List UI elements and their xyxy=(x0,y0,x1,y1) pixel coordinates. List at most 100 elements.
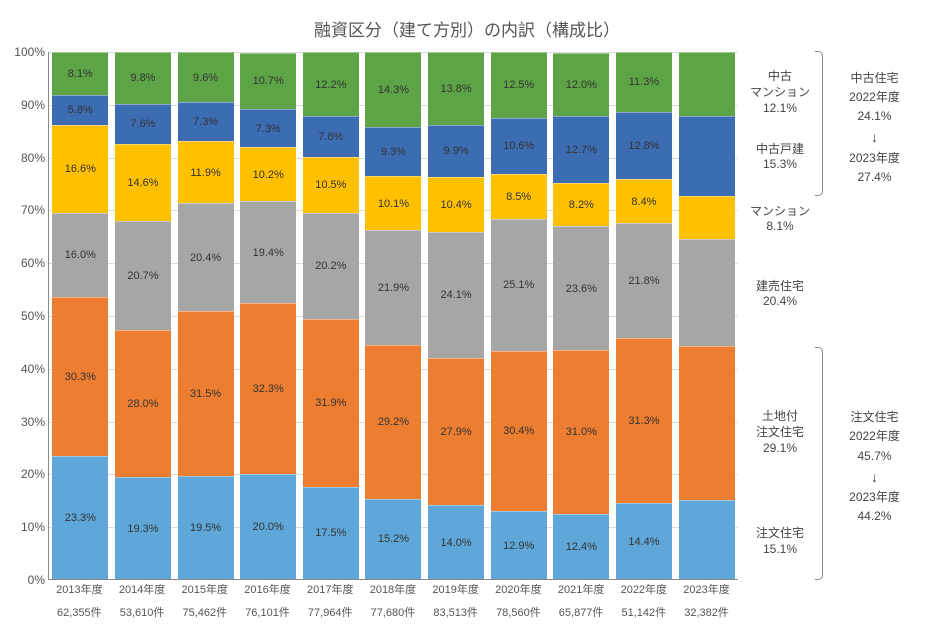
bar-column: 12.9%30.4%25.1%8.5%10.6%12.5% xyxy=(491,52,547,579)
legend-item-chumon: 注文住宅15.1% xyxy=(745,526,815,557)
annot-heading: 注文住宅 xyxy=(822,408,927,427)
bar-segment-chuko_mansion: 9.8% xyxy=(115,52,171,104)
bar-segment-chuko_kodate xyxy=(679,116,735,197)
bar-segment-tateuri: 25.1% xyxy=(491,219,547,351)
bar-column: 19.3%28.0%20.7%14.6%7.6%9.8% xyxy=(115,52,171,579)
bar-segment-tochi_chumon: 31.9% xyxy=(303,319,359,487)
bar-column: 15.2%29.2%21.9%10.1%9.3%14.3% xyxy=(365,52,421,579)
legend-label: 中古戸建 xyxy=(756,142,804,156)
bar-segment-tochi_chumon: 32.3% xyxy=(240,303,296,473)
bar-column: 14.0%27.9%24.1%10.4%9.9%13.8% xyxy=(428,52,484,579)
x-axis-label: 2020年度78,560件 xyxy=(490,582,546,621)
bar-segment-tochi_chumon: 31.5% xyxy=(178,311,234,477)
legend-pct: 12.1% xyxy=(745,101,815,117)
bar-segment-tateuri xyxy=(679,239,735,346)
annot-line: 2023年度 xyxy=(822,149,927,168)
bar-segment-chuko_kodate: 12.7% xyxy=(553,116,609,183)
bar-segment-chumon: 23.3% xyxy=(52,456,108,579)
x-axis-label: 2015年度 75,462件 xyxy=(177,582,233,621)
x-axis-count: 77,680件 xyxy=(365,605,421,622)
bar-column: 23.3%30.3%16.0%16.6%5.8%8.1% xyxy=(52,52,108,579)
chart-title: 融資区分（建て方別）の内訳（構成比） xyxy=(0,0,934,49)
annot-line: 2022年度 xyxy=(822,88,927,107)
bar-segment-tochi_chumon: 31.3% xyxy=(616,338,672,503)
x-axis-year: 2023年度 xyxy=(683,584,729,596)
bar-column: 12.4%31.0%23.6%8.2%12.7%12.0% xyxy=(553,52,609,579)
bar-segment-mansion: 16.6% xyxy=(52,125,108,212)
annot-line: 2022年度 xyxy=(822,427,927,446)
x-axis-year: 2013年度 xyxy=(56,584,102,596)
bar-segment-tateuri: 24.1% xyxy=(428,232,484,359)
arrow-down-icon: ↓ xyxy=(822,466,927,488)
bar-segment-chumon: 19.5% xyxy=(178,476,234,579)
y-tick-label: 30% xyxy=(7,415,45,429)
x-axis-label: 2016年度76,101件 xyxy=(240,582,296,621)
annot-val: 27.4% xyxy=(822,168,927,187)
x-axis-count: 51,142件 xyxy=(616,605,672,622)
bar-segment-tateuri: 20.2% xyxy=(303,213,359,319)
bar-segment-tochi_chumon: 29.2% xyxy=(365,345,421,499)
x-axis-count: 75,462件 xyxy=(177,605,233,622)
x-axis-year: 2015年度 xyxy=(182,584,228,596)
x-axis-year: 2016年度 xyxy=(244,584,290,596)
legend-label: 中古マンション xyxy=(750,69,810,99)
annot-val: 24.1% xyxy=(822,107,927,126)
legend-label: 土地付注文住宅 xyxy=(756,409,804,439)
bar-segment-chuko_mansion: 11.3% xyxy=(616,52,672,112)
bar-segment-mansion: 8.5% xyxy=(491,174,547,219)
bar-segment-chuko_kodate: 7.3% xyxy=(178,102,234,140)
bar-segment-chuko_mansion: 8.1% xyxy=(52,52,108,95)
bars-container: 23.3%30.3%16.0%16.6%5.8%8.1%19.3%28.0%20… xyxy=(49,52,738,579)
bar-segment-chumon: 14.0% xyxy=(428,505,484,579)
y-tick-label: 80% xyxy=(7,151,45,165)
x-axis-label: 2017年度77,964件 xyxy=(302,582,358,621)
bar-segment-chumon: 20.0% xyxy=(240,474,296,579)
bar-segment-tateuri: 21.9% xyxy=(365,230,421,345)
x-axis-count: 53,610件 xyxy=(114,605,170,622)
bar-segment-mansion: 10.5% xyxy=(303,157,359,212)
bar-segment-tochi_chumon: 27.9% xyxy=(428,358,484,505)
x-axis-year: 2014年度 xyxy=(119,584,165,596)
bar-segment-mansion: 14.6% xyxy=(115,144,171,221)
legend-item-chuko_mansion: 中古マンション 12.1% xyxy=(745,69,815,116)
legend-pct: 29.1% xyxy=(745,441,815,457)
legend-label: 注文住宅 xyxy=(756,526,804,540)
bar-segment-chuko_kodate: 9.9% xyxy=(428,125,484,177)
bar-segment-chumon: 12.9% xyxy=(491,511,547,579)
annot-heading: 中古住宅 xyxy=(822,69,927,88)
legend-pct: 20.4% xyxy=(745,294,815,310)
x-axis-label: 2014年度 53,610件 xyxy=(114,582,170,621)
bar-segment-tochi_chumon: 28.0% xyxy=(115,330,171,478)
x-axis-year: 2021年度 xyxy=(558,584,604,596)
annotation-custom-housing: 注文住宅2022年度45.7%↓2023年度44.2% xyxy=(822,408,927,526)
x-axis-count: 62,355件 xyxy=(51,605,107,622)
arrow-down-icon: ↓ xyxy=(822,126,927,148)
legend-pct: 8.1% xyxy=(745,219,815,235)
bar-segment-chuko_kodate: 7.6% xyxy=(115,104,171,144)
annotation-used-housing: 中古住宅2022年度24.1%↓2023年度27.4% xyxy=(822,69,927,187)
bar-segment-tochi_chumon: 30.3% xyxy=(52,297,108,457)
bar-segment-mansion: 8.2% xyxy=(553,183,609,226)
legend-pct: 15.3% xyxy=(745,157,815,173)
annot-line: 2023年度 xyxy=(822,488,927,507)
bar-column: 19.5%31.5%20.4%11.9%7.3%9.6% xyxy=(178,52,234,579)
y-tick-label: 10% xyxy=(7,520,45,534)
bar-segment-tochi_chumon xyxy=(679,346,735,499)
bar-segment-tateuri: 20.7% xyxy=(115,221,171,330)
bar-segment-chuko_kodate: 12.8% xyxy=(616,112,672,179)
bar-segment-mansion: 8.4% xyxy=(616,179,672,223)
bar-segment-chuko_mansion: 10.7% xyxy=(240,53,296,109)
bar-segment-tateuri: 16.0% xyxy=(52,213,108,297)
bar-segment-mansion: 10.2% xyxy=(240,147,296,201)
legend-item-tochi_chumon: 土地付注文住宅 29.1% xyxy=(745,409,815,456)
x-axis-label: 2019年度83,513件 xyxy=(428,582,484,621)
x-axis-label: 2022年度 51,142件 xyxy=(616,582,672,621)
bar-column: 17.5%31.9%20.2%10.5%7.8%12.2% xyxy=(303,52,359,579)
bar-segment-chumon: 19.3% xyxy=(115,477,171,579)
y-tick-label: 40% xyxy=(7,362,45,376)
bar-segment-chumon: 12.4% xyxy=(553,514,609,579)
bar-segment-chumon: 14.4% xyxy=(616,503,672,579)
bar-segment-chuko_kodate: 7.3% xyxy=(240,109,296,147)
bar-segment-chuko_kodate: 5.8% xyxy=(52,95,108,126)
x-axis-year: 2022年度 xyxy=(621,584,667,596)
